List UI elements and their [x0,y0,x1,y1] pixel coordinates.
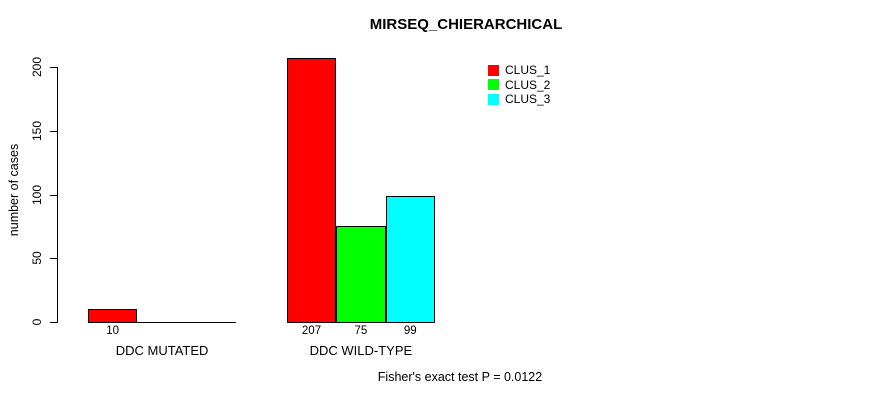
annotation-text: Fisher's exact test P = 0.0122 [377,370,543,384]
bar-CLUS_1-DDC WILD-TYPE [286,58,337,323]
y-tick [50,67,58,68]
y-tick-label: 200 [30,56,44,78]
legend-item: CLUS_1 [488,63,550,78]
y-tick [50,258,58,260]
bar-value-label: 207 [301,325,322,337]
y-tick [50,130,58,132]
bar-value-label: 75 [354,325,368,337]
legend-item: CLUS_3 [488,92,550,107]
bar-value-label: 99 [403,325,417,337]
legend-label: CLUS_2 [505,77,551,92]
legend-swatch-icon [488,64,499,76]
y-tick [50,194,58,196]
legend-item: CLUS_2 [488,78,550,93]
x-category-label: DDC MUTATED [115,343,209,358]
legend: CLUS_1 CLUS_2 CLUS_3 [488,63,550,107]
y-tick-label: 150 [30,120,44,141]
y-tick-label: 50 [30,251,44,265]
legend-swatch-icon [488,93,499,105]
legend-label: CLUS_1 [505,63,551,77]
bar-CLUS_1-DDC MUTATED [88,309,138,323]
bar-CLUS_2-DDC WILD-TYPE [336,226,386,323]
bar-CLUS_3-DDC WILD-TYPE [385,195,435,323]
x-category-label: DDC WILD-TYPE [309,343,413,358]
y-tick [50,322,58,323]
bar-value-label: 10 [106,325,120,337]
y-tick-label: 100 [30,184,44,205]
legend-swatch-icon [488,79,499,91]
group-baseline [88,322,237,323]
chart-title: MIRSEQ_CHIERARCHICAL [369,16,563,33]
y-tick-label: 0 [30,318,44,326]
legend-label: CLUS_3 [505,92,551,106]
